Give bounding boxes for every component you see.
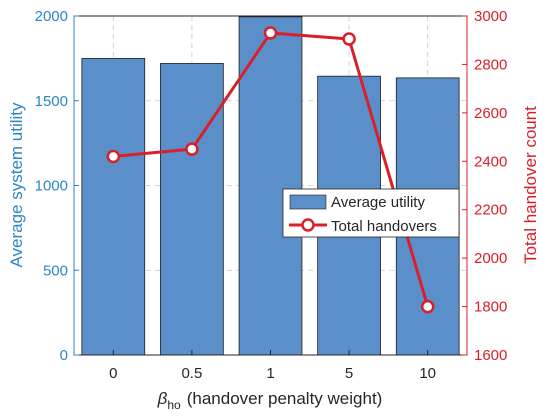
y-left-tick-label: 1500: [35, 93, 68, 110]
y-right-tick-label: 2200: [474, 202, 507, 219]
right-axis: 1600 1800 2000 2200 2400 2600 2800 3000: [462, 8, 507, 364]
y-left-axis-label: Average system utility: [7, 102, 26, 268]
x-axis-label: βho (handover penalty weight): [157, 389, 383, 412]
total-handovers-marker: [185, 142, 199, 156]
left-axis: 0 500 1000 1500 2000: [35, 8, 79, 364]
x-axis-label-beta: β: [157, 389, 168, 408]
y-left-tick-label: 1000: [35, 178, 68, 195]
bar-0.5: [160, 63, 224, 356]
line-series: [106, 26, 435, 314]
total-handovers-marker: [342, 32, 356, 46]
y-left-tick-label: 2000: [35, 8, 68, 25]
y-left-tick-label: 500: [43, 262, 68, 279]
legend-label-total-handovers: Total handovers: [331, 218, 437, 235]
x-tick-label: 5: [345, 365, 353, 382]
legend-marker-swatch: [301, 218, 315, 232]
bar-series: [81, 16, 460, 356]
legend: Average utility Total handovers: [282, 188, 460, 238]
y-right-tick-label: 1800: [474, 299, 507, 316]
total-handovers-marker: [420, 299, 435, 314]
y-right-tick-label: 3000: [474, 8, 507, 25]
total-handovers-marker: [263, 26, 278, 40]
x-tick-label: 0: [109, 365, 117, 382]
y-right-tick-label: 1600: [474, 347, 507, 364]
y-right-tick-label: 2000: [474, 250, 507, 267]
y-right-axis-label: Total handover count: [521, 106, 540, 264]
x-axis: 0 0.5 1 5 10: [109, 350, 436, 382]
y-right-tick-label: 2800: [474, 56, 507, 73]
total-handovers-marker: [106, 149, 121, 164]
legend-label-average-utility: Average utility: [331, 194, 425, 211]
bar-0: [81, 57, 146, 356]
x-axis-label-text: (handover penalty weight): [187, 389, 383, 408]
y-right-tick-label: 2600: [474, 105, 507, 122]
legend-bar-swatch: [289, 194, 327, 210]
x-axis-label-subscript: ho: [167, 398, 181, 412]
x-tick-label: 1: [266, 365, 274, 382]
x-tick-label: 0.5: [181, 365, 202, 382]
y-right-tick-label: 2400: [474, 153, 507, 170]
bar-1: [238, 16, 303, 356]
y-left-tick-label: 0: [60, 347, 68, 364]
x-tick-label: 10: [419, 365, 436, 382]
